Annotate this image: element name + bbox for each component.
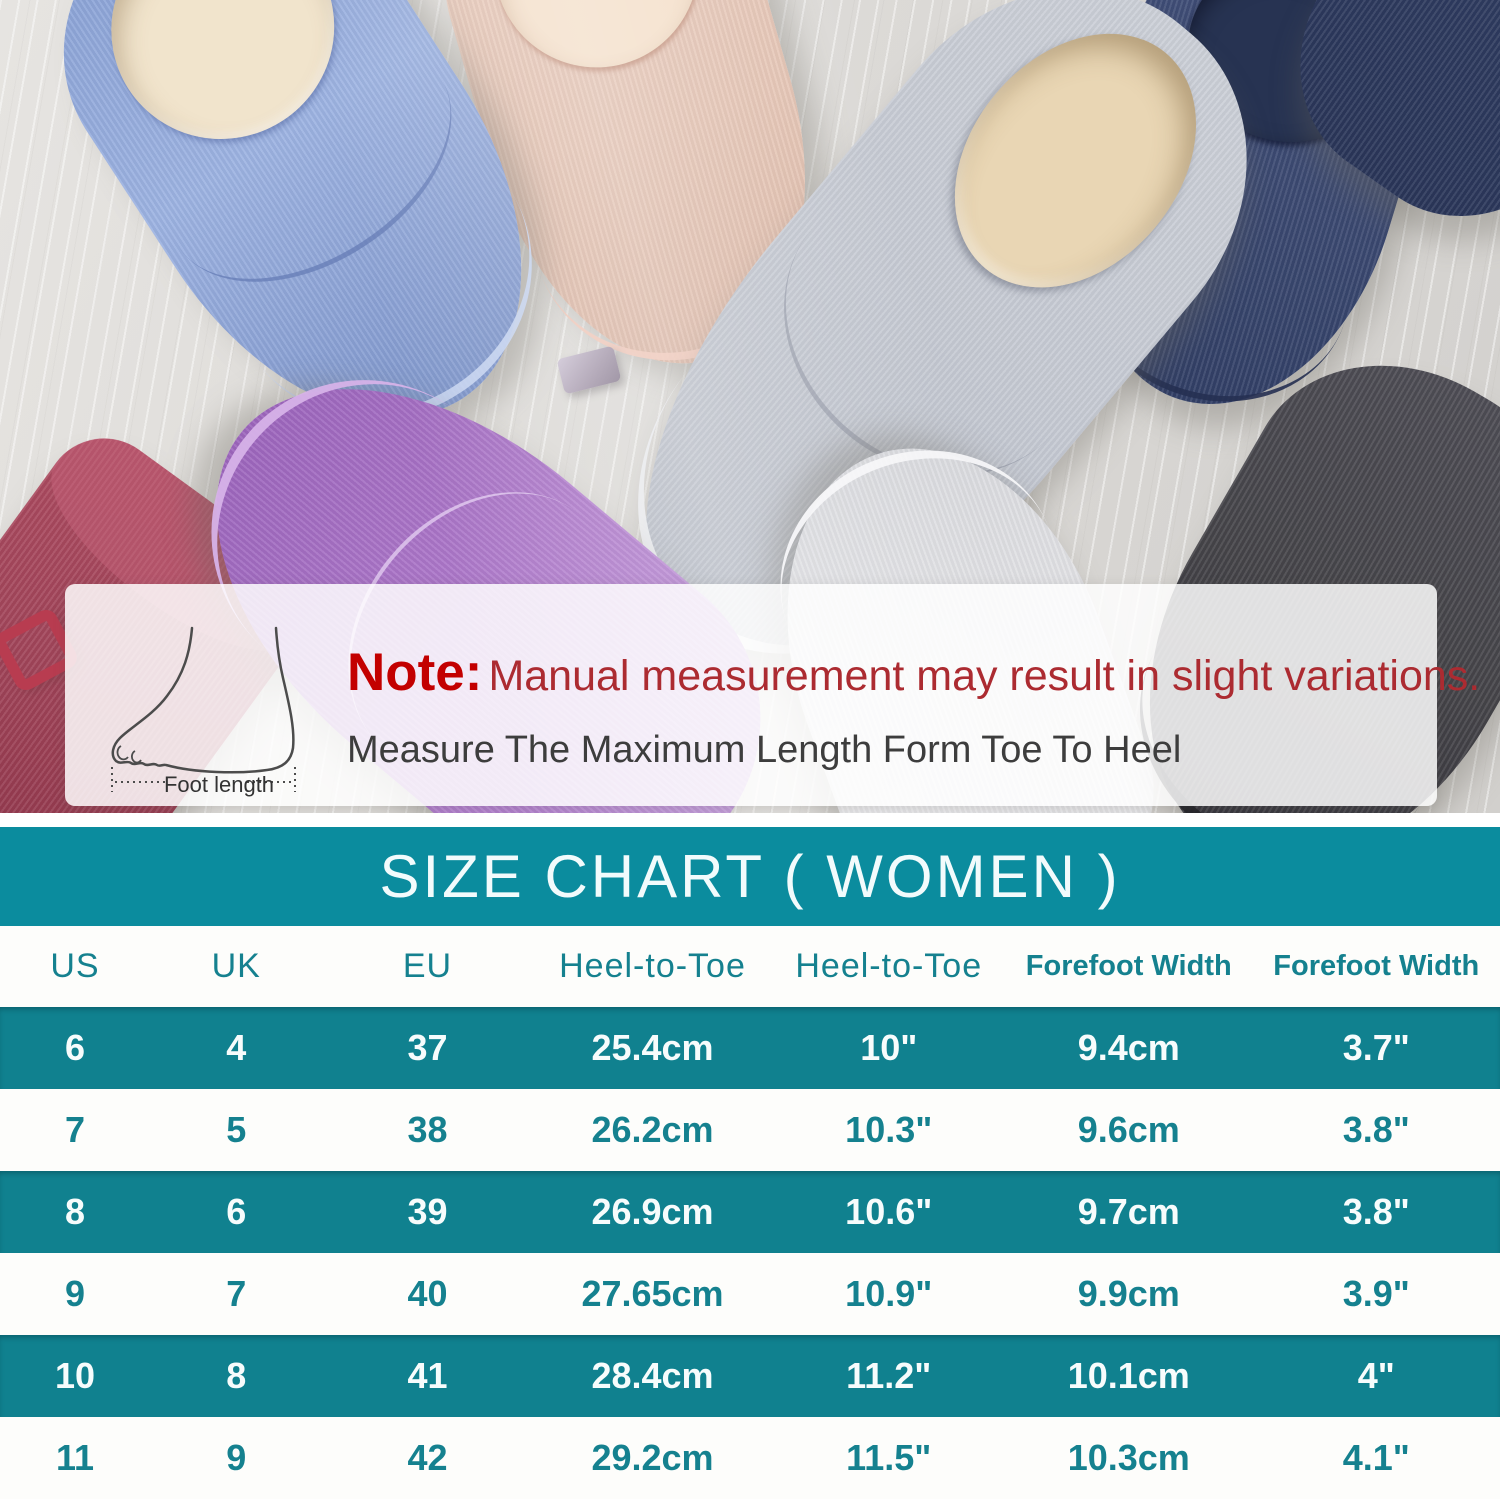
size-cell: 39 <box>323 1191 533 1233</box>
size-cell: 4" <box>1253 1355 1500 1397</box>
size-cell: 10.3" <box>773 1109 1006 1151</box>
size-cell: 5 <box>150 1109 323 1151</box>
column-header: Forefoot Width <box>1005 950 1253 983</box>
size-cell: 11.5" <box>773 1437 1006 1479</box>
size-cell: 25.4cm <box>533 1027 773 1069</box>
size-cell: 10.3cm <box>1005 1437 1253 1479</box>
size-cell: 4 <box>150 1027 323 1069</box>
size-cell: 9.9cm <box>1005 1273 1253 1315</box>
size-cell: 11.2" <box>773 1355 1006 1397</box>
size-cell: 40 <box>323 1273 533 1315</box>
size-cell: 29.2cm <box>533 1437 773 1479</box>
size-cell: 3.7" <box>1253 1027 1500 1069</box>
note-panel: Foot length Note: Manual measurement may… <box>65 584 1437 806</box>
size-cell: 11 <box>0 1437 150 1479</box>
size-cell: 8 <box>150 1355 323 1397</box>
size-cell: 3.8" <box>1253 1109 1500 1151</box>
size-cell: 9.4cm <box>1005 1027 1253 1069</box>
product-photo: Foot length Note: Manual measurement may… <box>0 0 1500 813</box>
column-header: Forefoot Width <box>1253 950 1500 983</box>
size-cell: 9.6cm <box>1005 1109 1253 1151</box>
size-cell: 6 <box>150 1191 323 1233</box>
size-cell: 3.9" <box>1253 1273 1500 1315</box>
size-cell: 37 <box>323 1027 533 1069</box>
size-cell: 6 <box>0 1027 150 1069</box>
note-label: Note: <box>347 642 482 703</box>
column-header: EU <box>323 947 533 986</box>
note-warning-line: Note: Manual measurement may result in s… <box>347 642 1417 703</box>
foot-measurement-diagram: Foot length <box>101 624 337 796</box>
note-text: Note: Manual measurement may result in s… <box>347 642 1417 772</box>
size-cell: 7 <box>150 1273 323 1315</box>
size-chart-title: SIZE CHART ( WOMEN ) <box>379 842 1120 911</box>
size-cell: 10 <box>0 1355 150 1397</box>
column-header: UK <box>150 947 323 986</box>
size-cell: 28.4cm <box>533 1355 773 1397</box>
size-cell: 41 <box>323 1355 533 1397</box>
foot-length-caption: Foot length <box>164 772 274 798</box>
size-cell: 10.9" <box>773 1273 1006 1315</box>
size-cell: 9 <box>0 1273 150 1315</box>
size-cell: 26.9cm <box>533 1191 773 1233</box>
size-cell: 27.65cm <box>533 1273 773 1315</box>
size-chart-banner: SIZE CHART ( WOMEN ) <box>0 827 1500 926</box>
size-cell: 10" <box>773 1027 1006 1069</box>
size-cell: 7 <box>0 1109 150 1151</box>
size-cell: 4.1" <box>1253 1437 1500 1479</box>
note-instruction: Measure The Maximum Length Form Toe To H… <box>347 729 1417 772</box>
column-header: Heel-to-Toe <box>533 947 773 986</box>
size-cell: 10.6" <box>773 1191 1006 1233</box>
size-cell: 38 <box>323 1109 533 1151</box>
foot-outline-icon <box>101 624 337 796</box>
size-cell: 9.7cm <box>1005 1191 1253 1233</box>
size-cell: 10.1cm <box>1005 1355 1253 1397</box>
size-cell: 26.2cm <box>533 1109 773 1151</box>
size-cell: 8 <box>0 1191 150 1233</box>
divider <box>0 813 1500 827</box>
size-cell: 3.8" <box>1253 1191 1500 1233</box>
size-cell: 9 <box>150 1437 323 1479</box>
column-header: Heel-to-Toe <box>773 947 1006 986</box>
size-cell: 42 <box>323 1437 533 1479</box>
note-warning: Manual measurement may result in slight … <box>488 652 1480 701</box>
column-header: US <box>0 947 150 986</box>
satin-heel-tag <box>557 346 622 395</box>
